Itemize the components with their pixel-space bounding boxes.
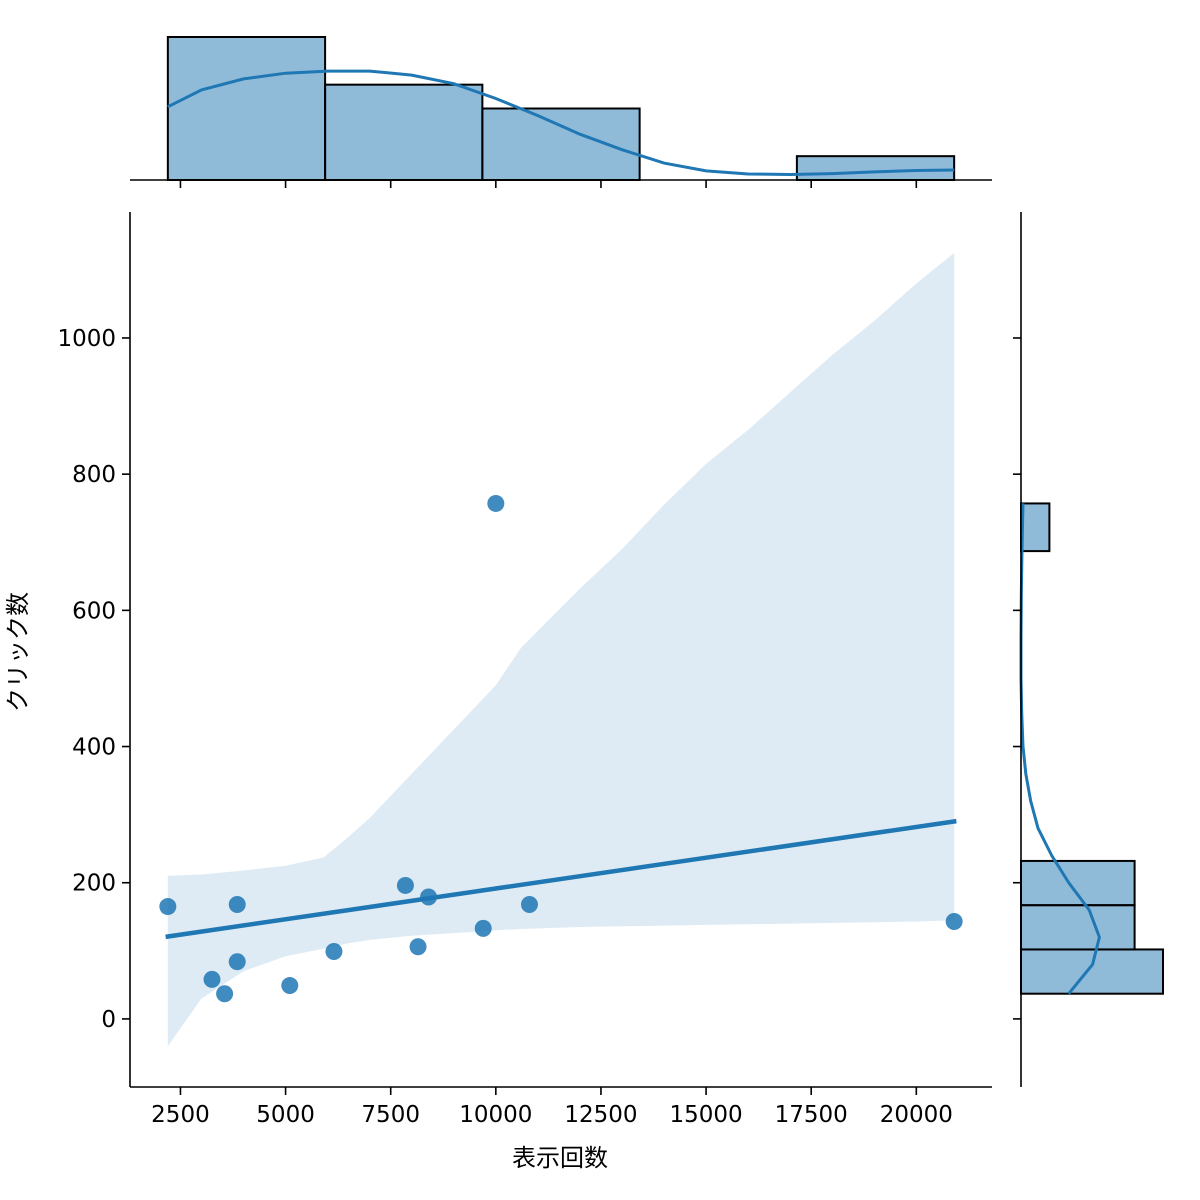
data-point	[396, 876, 414, 894]
data-point	[203, 970, 221, 988]
right-histogram-bar	[1020, 904, 1136, 951]
right-histogram-bar	[1020, 859, 1136, 907]
data-point	[281, 977, 299, 995]
y-tick-label: 400	[72, 735, 116, 761]
top-histogram-bar	[481, 107, 641, 181]
data-point	[228, 953, 246, 971]
data-point	[325, 942, 343, 960]
x-tick-label: 5000	[256, 1102, 315, 1128]
regression-line	[165, 818, 957, 940]
regression-line-layer	[165, 818, 957, 940]
data-point	[945, 913, 963, 931]
x-tick-label: 2500	[151, 1102, 210, 1128]
x-tick-label: 12500	[564, 1102, 637, 1128]
y-tick-label: 600	[72, 598, 116, 624]
right-histogram-bar	[1020, 948, 1164, 995]
x-tick-label: 7500	[361, 1102, 420, 1128]
data-point	[474, 919, 492, 937]
top-kde-curve	[167, 69, 955, 177]
data-point	[409, 938, 427, 956]
data-point	[216, 985, 234, 1003]
top-histogram-bar	[166, 36, 327, 181]
x-tick-label: 20000	[880, 1102, 953, 1128]
data-point	[228, 896, 246, 914]
data-point	[159, 898, 177, 916]
scatter-points-layer	[159, 494, 963, 1003]
y-tick-label: 200	[72, 871, 116, 897]
y-tick-label: 0	[101, 1007, 116, 1033]
x-tick-label: 10000	[459, 1102, 532, 1128]
top-histogram-bar	[324, 83, 484, 181]
data-point	[487, 494, 505, 512]
right-marginal-histogram	[1013, 212, 1164, 1087]
data-point	[520, 896, 538, 914]
main-axes-layer: 2500 5000 7500 10000 12500 15000 17500 20000 0 20…	[57, 212, 992, 1128]
y-tick-label: 800	[72, 462, 116, 488]
confidence-band-layer	[167, 252, 955, 1047]
y-tick-label: 1000	[57, 326, 116, 352]
data-point	[420, 888, 438, 906]
x-axis-label: 表示回数	[512, 1144, 608, 1172]
right-histogram-bar	[1020, 502, 1051, 553]
x-tick-label: 17500	[775, 1102, 848, 1128]
scatter-regression-plot: 2500 5000 7500 10000 12500 15000 17500 20000 0 20…	[4, 212, 992, 1172]
top-histogram-bar	[795, 155, 956, 182]
x-tick-label: 15000	[669, 1102, 742, 1128]
top-marginal-histogram	[130, 36, 992, 188]
y-axis-label: クリック数	[4, 592, 32, 712]
confidence-band	[167, 252, 955, 1047]
